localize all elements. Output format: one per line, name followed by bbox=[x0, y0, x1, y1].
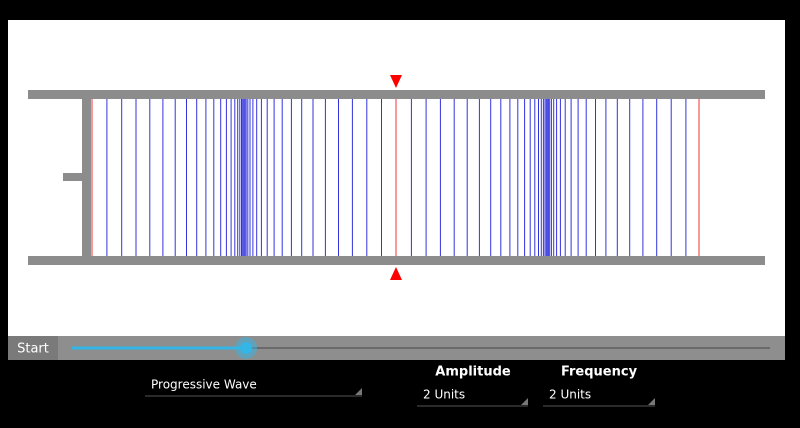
piston bbox=[82, 99, 91, 256]
frequency-spinner[interactable]: 2 Units bbox=[543, 388, 655, 407]
spinner-arrow bbox=[355, 388, 362, 395]
start-label: Start bbox=[17, 342, 49, 357]
spinner-arrow bbox=[521, 398, 528, 405]
frequency-label: Frequency bbox=[561, 365, 638, 380]
spinner-arrow bbox=[648, 398, 655, 405]
tube-top bbox=[28, 90, 765, 99]
marker-bottom bbox=[390, 267, 402, 280]
wave-type: Progressive Wave bbox=[151, 378, 257, 392]
wave-lines bbox=[91, 99, 700, 256]
amplitude-label: Amplitude bbox=[435, 365, 511, 380]
marker-top bbox=[390, 75, 402, 88]
wave-type-spinner[interactable]: Progressive Wave bbox=[145, 378, 362, 397]
amplitude-value: 2 Units bbox=[423, 388, 465, 402]
frequency-value: 2 Units bbox=[549, 388, 591, 402]
piston-rod bbox=[63, 173, 82, 181]
slider-thumb[interactable] bbox=[240, 342, 252, 354]
start-button[interactable] bbox=[8, 336, 58, 360]
amplitude-spinner[interactable]: 2 Units bbox=[417, 388, 528, 407]
tube-bottom bbox=[28, 256, 765, 265]
